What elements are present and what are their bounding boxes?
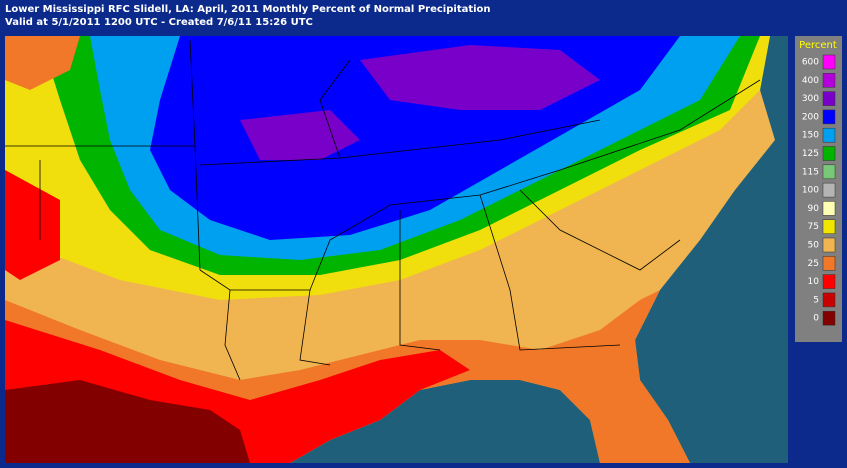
legend-label: 10: [808, 277, 820, 287]
legend-label: 0: [813, 314, 819, 324]
legend-swatch: [822, 219, 836, 234]
legend-swatch: [822, 274, 836, 289]
legend-label: 125: [802, 149, 819, 159]
legend-title: Percent: [799, 40, 837, 51]
legend-swatch: [822, 310, 836, 326]
legend-swatch: [822, 109, 836, 125]
legend-swatch: [822, 182, 836, 198]
legend-swatch: [822, 201, 836, 216]
header-line-1: Lower Mississippi RFC Slidell, LA: April…: [5, 4, 491, 15]
legend-label: 300: [802, 94, 819, 104]
legend-swatch: [822, 292, 836, 308]
header-line-2: Valid at 5/1/2011 1200 UTC - Created 7/6…: [5, 17, 313, 28]
legend-swatch: [822, 164, 836, 180]
legend-label: 200: [802, 112, 819, 122]
legend-label: 75: [808, 222, 819, 232]
legend-label: 150: [802, 131, 819, 141]
legend-swatch: [822, 146, 836, 161]
legend-swatch: [822, 256, 836, 271]
legend: Percent 60040030020015012511510090755025…: [795, 36, 842, 342]
legend-swatch: [822, 73, 836, 88]
legend-swatch: [822, 54, 836, 70]
legend-label: 400: [802, 76, 819, 86]
map: [5, 36, 788, 463]
legend-label: 100: [802, 186, 819, 196]
legend-label: 90: [808, 204, 820, 214]
legend-label: 50: [808, 241, 820, 251]
legend-swatch: [822, 237, 836, 253]
legend-swatch: [822, 91, 836, 106]
legend-label: 25: [808, 259, 819, 269]
legend-label: 115: [802, 167, 819, 177]
legend-label: 5: [813, 295, 819, 305]
legend-swatch: [822, 127, 836, 143]
legend-label: 600: [802, 58, 819, 68]
